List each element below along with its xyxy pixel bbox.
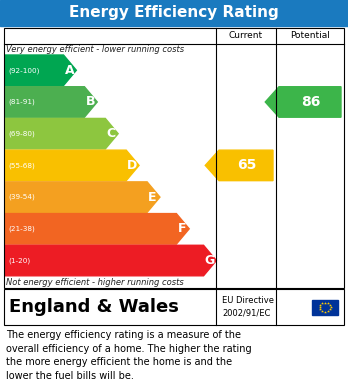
Text: F: F: [177, 222, 186, 235]
Bar: [4, 289, 344, 325]
Text: Current: Current: [229, 32, 263, 41]
Text: England & Wales: England & Wales: [9, 298, 179, 316]
Text: (81-91): (81-91): [8, 99, 35, 105]
Bar: [4, 28, 344, 288]
Text: Very energy efficient - lower running costs: Very energy efficient - lower running co…: [6, 45, 184, 54]
Text: C: C: [106, 127, 116, 140]
Polygon shape: [5, 87, 97, 117]
Polygon shape: [5, 55, 76, 86]
Polygon shape: [5, 245, 216, 276]
Polygon shape: [5, 118, 118, 149]
Text: 65: 65: [237, 158, 257, 172]
Text: Energy Efficiency Rating: Energy Efficiency Rating: [69, 5, 279, 20]
Text: A: A: [64, 64, 74, 77]
Text: (1-20): (1-20): [8, 257, 30, 264]
Text: Not energy efficient - higher running costs: Not energy efficient - higher running co…: [6, 278, 184, 287]
Polygon shape: [205, 150, 273, 181]
Text: Potential: Potential: [290, 32, 330, 41]
Polygon shape: [5, 182, 160, 212]
Text: (55-68): (55-68): [8, 162, 35, 169]
Text: EU Directive
2002/91/EC: EU Directive 2002/91/EC: [222, 296, 274, 318]
Polygon shape: [5, 213, 189, 244]
Text: The energy efficiency rating is a measure of the
overall efficiency of a home. T: The energy efficiency rating is a measur…: [6, 330, 252, 381]
Text: B: B: [85, 95, 95, 108]
Text: E: E: [148, 191, 157, 204]
Polygon shape: [265, 87, 341, 117]
Polygon shape: [5, 150, 139, 181]
Text: D: D: [127, 159, 137, 172]
Text: (39-54): (39-54): [8, 194, 35, 200]
Bar: [312, 300, 338, 314]
Text: G: G: [205, 254, 215, 267]
Text: (92-100): (92-100): [8, 67, 39, 74]
Text: 86: 86: [301, 95, 321, 109]
Bar: [0, 0, 348, 26]
Text: (69-80): (69-80): [8, 131, 35, 137]
Text: (21-38): (21-38): [8, 226, 35, 232]
